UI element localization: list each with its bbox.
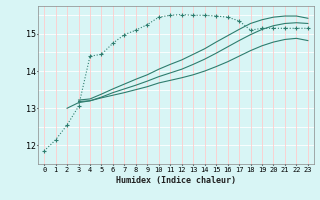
X-axis label: Humidex (Indice chaleur): Humidex (Indice chaleur) [116, 176, 236, 185]
